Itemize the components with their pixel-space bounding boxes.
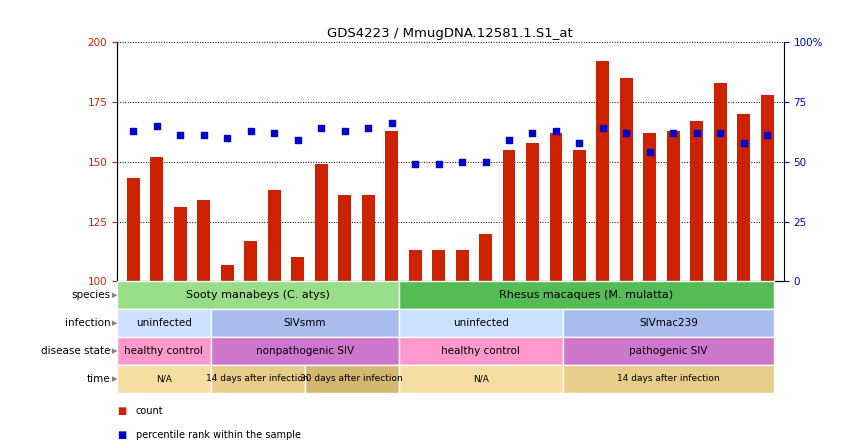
Point xyxy=(760,132,774,139)
Text: disease state: disease state xyxy=(41,346,110,356)
Bar xyxy=(667,131,680,281)
Point xyxy=(596,125,610,132)
Point xyxy=(643,149,656,156)
Bar xyxy=(690,121,703,281)
Point xyxy=(526,130,540,137)
Point xyxy=(126,127,140,134)
Bar xyxy=(117,309,210,337)
Bar xyxy=(398,309,563,337)
Bar xyxy=(210,365,305,393)
Bar xyxy=(597,61,610,281)
Point xyxy=(408,161,422,168)
Point xyxy=(291,137,305,144)
Point xyxy=(431,161,445,168)
Bar xyxy=(761,95,773,281)
Bar xyxy=(456,250,469,281)
Bar xyxy=(117,281,398,309)
Text: uninfected: uninfected xyxy=(453,318,509,328)
Point xyxy=(385,120,398,127)
Point xyxy=(220,134,234,141)
Point xyxy=(667,130,681,137)
Bar xyxy=(221,265,234,281)
Bar xyxy=(362,195,375,281)
Text: count: count xyxy=(136,406,164,416)
Text: 14 days after infection: 14 days after infection xyxy=(617,374,720,384)
Text: species: species xyxy=(71,290,110,300)
Text: N/A: N/A xyxy=(473,374,488,384)
Text: SIVmac239: SIVmac239 xyxy=(639,318,698,328)
Point xyxy=(197,132,210,139)
Bar xyxy=(714,83,727,281)
Bar xyxy=(502,150,515,281)
Point xyxy=(549,127,563,134)
Bar xyxy=(432,250,445,281)
Point xyxy=(338,127,352,134)
Point xyxy=(502,137,516,144)
Bar xyxy=(339,195,351,281)
Bar xyxy=(291,258,304,281)
Text: percentile rank within the sample: percentile rank within the sample xyxy=(136,430,301,440)
Point xyxy=(619,130,633,137)
Bar xyxy=(563,309,774,337)
Text: SIVsmm: SIVsmm xyxy=(283,318,326,328)
Point xyxy=(690,130,704,137)
Bar xyxy=(563,365,774,393)
Point xyxy=(714,130,727,137)
Bar xyxy=(151,157,164,281)
Bar xyxy=(737,114,750,281)
Bar xyxy=(526,143,539,281)
Bar xyxy=(409,250,422,281)
Text: ■: ■ xyxy=(117,406,126,416)
Bar xyxy=(305,365,398,393)
Bar xyxy=(244,241,257,281)
Text: healthy control: healthy control xyxy=(442,346,520,356)
Text: time: time xyxy=(87,374,110,384)
Bar xyxy=(479,234,492,281)
Text: Sooty manabeys (C. atys): Sooty manabeys (C. atys) xyxy=(186,290,330,300)
Bar xyxy=(210,337,398,365)
Bar xyxy=(643,133,656,281)
Bar xyxy=(573,150,586,281)
Point xyxy=(479,158,493,165)
Point xyxy=(361,125,375,132)
Text: ■: ■ xyxy=(117,430,126,440)
Point xyxy=(150,123,164,130)
Bar xyxy=(550,133,562,281)
Bar xyxy=(563,337,774,365)
Point xyxy=(173,132,187,139)
Bar xyxy=(314,164,327,281)
Text: 14 days after infection: 14 days after infection xyxy=(206,374,309,384)
Text: healthy control: healthy control xyxy=(125,346,204,356)
Text: N/A: N/A xyxy=(156,374,171,384)
Bar xyxy=(268,190,281,281)
Bar xyxy=(117,337,210,365)
Text: 30 days after infection: 30 days after infection xyxy=(301,374,403,384)
Point xyxy=(268,130,281,137)
Bar xyxy=(385,131,398,281)
Bar xyxy=(197,200,210,281)
Point xyxy=(737,139,751,146)
Bar xyxy=(127,178,139,281)
Bar xyxy=(174,207,187,281)
Bar xyxy=(398,365,563,393)
Point xyxy=(456,158,469,165)
Text: nonpathogenic SIV: nonpathogenic SIV xyxy=(255,346,354,356)
Text: uninfected: uninfected xyxy=(136,318,191,328)
Bar xyxy=(620,78,633,281)
Bar xyxy=(398,281,774,309)
Title: GDS4223 / MmugDNA.12581.1.S1_at: GDS4223 / MmugDNA.12581.1.S1_at xyxy=(327,27,573,40)
Text: infection: infection xyxy=(65,318,110,328)
Bar xyxy=(210,309,398,337)
Point xyxy=(314,125,328,132)
Text: Rhesus macaques (M. mulatta): Rhesus macaques (M. mulatta) xyxy=(500,290,674,300)
Bar xyxy=(117,365,210,393)
Text: pathogenic SIV: pathogenic SIV xyxy=(630,346,708,356)
Bar xyxy=(398,337,563,365)
Point xyxy=(244,127,258,134)
Point xyxy=(572,139,586,146)
